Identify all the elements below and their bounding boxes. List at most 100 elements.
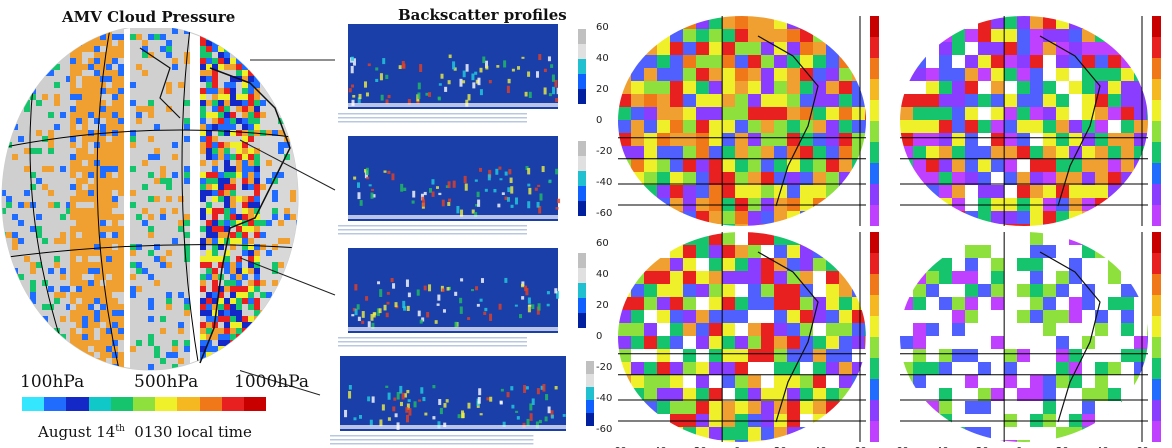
globe-cell xyxy=(118,178,124,184)
map-lon-tick: 0 xyxy=(1016,446,1022,448)
globe-cell xyxy=(136,352,142,358)
globe-cell xyxy=(88,292,94,298)
map-cell xyxy=(1095,336,1108,349)
globe-cell xyxy=(166,334,172,340)
globe-cell xyxy=(206,328,212,334)
globe-cell xyxy=(42,208,48,214)
backscatter-caption-line xyxy=(338,233,527,235)
globe-cell xyxy=(82,334,88,340)
map-cell xyxy=(683,310,696,323)
globe-cell xyxy=(272,112,278,118)
globe-cell xyxy=(266,226,272,232)
map-cell xyxy=(735,172,748,185)
backscatter-signal xyxy=(435,186,439,189)
globe-cell xyxy=(2,262,6,268)
globe-cell xyxy=(42,154,48,160)
globe-cell xyxy=(200,28,206,34)
backscatter-signal xyxy=(536,306,540,315)
globe-cell xyxy=(2,34,6,40)
globe-cell xyxy=(82,88,88,94)
map-cell xyxy=(748,159,761,172)
backscatter-signal xyxy=(454,291,458,296)
globe-cell xyxy=(130,322,136,328)
globe-cell xyxy=(278,124,284,130)
globe-cell xyxy=(154,352,160,358)
globe-cell xyxy=(76,160,82,166)
globe-cell xyxy=(88,196,94,202)
globe-cell xyxy=(236,190,242,196)
globe-cell xyxy=(248,184,254,190)
globe-cell xyxy=(18,112,24,118)
map-cell xyxy=(748,146,761,159)
map-cell xyxy=(787,440,800,442)
globe-cell xyxy=(218,334,224,340)
globe-cell xyxy=(166,244,172,250)
globe-cell xyxy=(48,34,54,40)
globe-cell xyxy=(42,118,48,124)
globe-cell xyxy=(178,208,184,214)
globe-cell xyxy=(42,238,48,244)
map-cell xyxy=(913,401,926,414)
globe-cell xyxy=(154,232,160,238)
globe-cell xyxy=(290,28,296,34)
map-cell xyxy=(1108,224,1121,226)
globe-cell xyxy=(24,82,30,88)
globe-cell xyxy=(112,94,118,100)
globe-cell xyxy=(76,124,82,130)
map-cell xyxy=(900,224,913,226)
globe-cell xyxy=(212,58,218,64)
globe-cell xyxy=(76,328,82,334)
map-lon-tick: 20 xyxy=(976,446,989,448)
globe-cell xyxy=(278,220,284,226)
globe-cell xyxy=(118,112,124,118)
globe-cell xyxy=(82,118,88,124)
globe-cell xyxy=(18,214,24,220)
map-cell xyxy=(978,146,991,159)
globe-cell xyxy=(2,130,6,136)
map-cell xyxy=(670,159,683,172)
globe-cell xyxy=(248,208,254,214)
map-cell xyxy=(913,284,926,297)
map-cell xyxy=(1056,94,1069,107)
map-cell xyxy=(1004,310,1017,323)
map-cell xyxy=(696,68,709,81)
globe-cell xyxy=(12,94,18,100)
globe-cell xyxy=(200,178,206,184)
globe-cell xyxy=(260,112,266,118)
globe-cell xyxy=(172,334,178,340)
globe-cell xyxy=(100,184,106,190)
globe-cell xyxy=(212,46,218,52)
globe-cell xyxy=(94,328,100,334)
map-cell xyxy=(1134,185,1147,198)
globe-cell xyxy=(30,136,36,142)
globe-cell xyxy=(48,70,54,76)
map-cell xyxy=(644,362,657,375)
map-cell xyxy=(926,172,939,185)
globe-cell xyxy=(94,322,100,328)
map-cell xyxy=(1043,55,1056,68)
map-cell xyxy=(991,29,1004,42)
globe-cell xyxy=(42,64,48,70)
globe-cell xyxy=(206,262,212,268)
backscatter-signal xyxy=(459,78,463,87)
globe-cell xyxy=(82,304,88,310)
globe-cell xyxy=(154,46,160,52)
globe-cell xyxy=(154,34,160,40)
map-cell xyxy=(926,349,939,362)
map-cell xyxy=(618,232,631,245)
globe-cell xyxy=(254,250,260,256)
globe-cell xyxy=(76,268,82,274)
globe-cell xyxy=(42,76,48,82)
globe-cell xyxy=(230,298,236,304)
globe-cell xyxy=(18,226,24,232)
globe-cell xyxy=(212,262,218,268)
map-cell xyxy=(670,224,683,226)
globe-cell xyxy=(218,238,224,244)
globe-cell xyxy=(184,118,190,124)
map-cell xyxy=(991,427,1004,440)
globe-cell xyxy=(218,310,224,316)
map-cell xyxy=(631,172,644,185)
globe-cell xyxy=(178,52,184,58)
globe-cell xyxy=(94,52,100,58)
map-cell xyxy=(748,401,761,414)
